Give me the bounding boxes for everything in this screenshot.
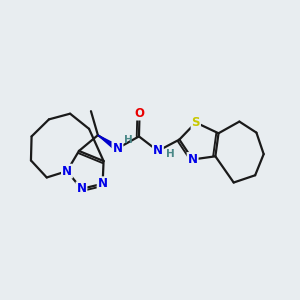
Text: N: N [98,177,108,190]
Text: H: H [124,135,133,145]
Text: N: N [188,153,198,166]
Text: N: N [76,182,86,195]
Text: O: O [135,106,145,120]
Text: H: H [166,149,174,159]
Text: N: N [62,165,72,178]
Text: N: N [112,142,122,155]
Polygon shape [98,135,119,151]
Text: N: N [153,144,163,158]
Text: S: S [191,116,200,129]
